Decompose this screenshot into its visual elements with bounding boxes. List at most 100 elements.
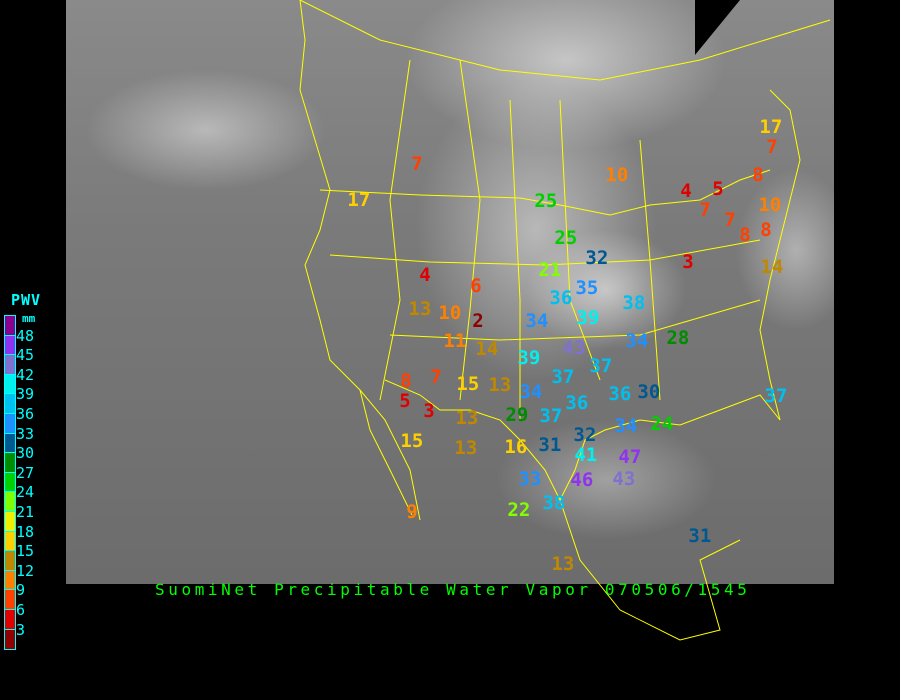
station-pwv-value: 17 [347,189,371,211]
state-line [379,59,411,401]
gulf-coast [559,394,781,501]
station-pwv-value: 10 [758,194,782,216]
station-pwv-value: 8 [739,224,751,246]
station-pwv-value: 34 [614,415,638,437]
legend-swatch [5,511,15,532]
station-pwv-value: 37 [589,355,613,377]
station-pwv-value: 37 [764,385,788,407]
station-pwv-value: 39 [517,347,541,369]
station-pwv-value: 34 [625,330,649,352]
station-pwv-value: 8 [752,164,764,186]
station-pwv-value: 7 [699,199,711,221]
legend-swatch [5,609,15,630]
atlantic-coast [759,89,801,421]
station-pwv-value: 32 [585,247,609,269]
state-line [509,99,521,420]
legend-label: 21 [16,503,35,521]
station-pwv-value: 37 [539,405,563,427]
station-pwv-value: 11 [443,330,467,352]
legend-swatch [5,355,15,375]
station-pwv-value: 6 [470,275,482,297]
station-pwv-value: 29 [505,404,529,426]
legend-swatch [5,433,15,454]
mexico-coast [559,499,741,641]
legend-label: 27 [16,463,35,482]
station-pwv-value: 30 [637,381,661,403]
station-pwv-value: 7 [766,136,778,158]
station-pwv-value: 36 [549,287,573,309]
legend-swatch [5,374,15,395]
no-data-corner [695,0,740,55]
station-pwv-value: 10 [605,164,629,186]
station-pwv-value: 46 [570,469,594,491]
station-pwv-value: 13 [455,407,479,429]
station-pwv-value: 5 [712,178,724,200]
station-pwv-value: 13 [551,553,575,575]
station-pwv-value: 32 [573,424,597,446]
legend-label: 39 [16,385,35,404]
legend-label: 30 [16,444,35,463]
station-pwv-value: 24 [650,413,674,435]
legend-label: 33 [16,424,35,443]
station-pwv-value: 2 [472,310,484,332]
legend-label: 15 [16,542,35,561]
legend-swatch [5,629,15,650]
station-pwv-value: 16 [504,436,528,458]
station-pwv-value: 14 [760,256,784,278]
legend-label: 6 [16,601,26,619]
pacific-coastline [299,0,421,521]
station-pwv-value: 34 [519,381,543,403]
station-pwv-value: 43 [562,337,586,359]
station-pwv-value: 15 [400,430,424,452]
legend-swatch [5,570,15,591]
station-pwv-value: 8 [760,219,772,241]
station-pwv-value: 13 [408,298,432,320]
station-pwv-value: 15 [456,373,480,395]
legend-swatch [5,551,15,571]
satellite-image [66,0,834,584]
station-pwv-value: 25 [554,227,578,249]
legend-label: 45 [16,346,35,365]
station-pwv-value: 43 [612,468,636,490]
station-pwv-value: 3 [682,251,694,273]
legend-title: PWV [11,291,42,309]
station-pwv-value: 36 [608,383,632,405]
station-pwv-value: 21 [538,259,562,281]
legend-label: 12 [16,561,35,580]
legend-swatch [5,531,15,552]
map-title: SuomiNet Precipitable Water Vapor 070506… [155,580,751,599]
station-pwv-value: 41 [574,444,598,466]
us-mexico-border [384,379,561,501]
station-pwv-value: 38 [622,292,646,314]
station-pwv-value: 9 [406,501,418,523]
station-pwv-value: 13 [488,374,512,396]
state-line [389,299,761,341]
state-line [329,239,761,266]
station-pwv-value: 37 [551,366,575,388]
station-pwv-value: 25 [534,190,558,212]
legend-swatch [5,413,15,434]
station-pwv-value: 31 [538,434,562,456]
station-pwv-value: 3 [423,400,435,422]
station-pwv-value: 36 [565,392,589,414]
legend-label: 9 [16,581,26,600]
station-pwv-value: 34 [525,310,549,332]
legend-swatch [5,335,15,356]
legend-label: 24 [16,483,35,502]
station-pwv-value: 10 [438,302,462,324]
color-legend [4,315,16,651]
station-pwv-value: 47 [618,446,642,468]
station-pwv-value: 8 [400,370,412,392]
legend-swatch [5,590,15,610]
legend-swatch [5,316,15,336]
state-line [459,59,481,401]
baja-coast [359,389,413,516]
station-pwv-value: 22 [507,499,531,521]
station-pwv-value: 7 [411,153,423,175]
station-pwv-value: 38 [542,492,566,514]
canada-us-border [319,169,771,216]
legend-label: 42 [16,365,35,384]
station-pwv-value: 17 [759,116,783,138]
legend-label: 18 [16,522,35,541]
